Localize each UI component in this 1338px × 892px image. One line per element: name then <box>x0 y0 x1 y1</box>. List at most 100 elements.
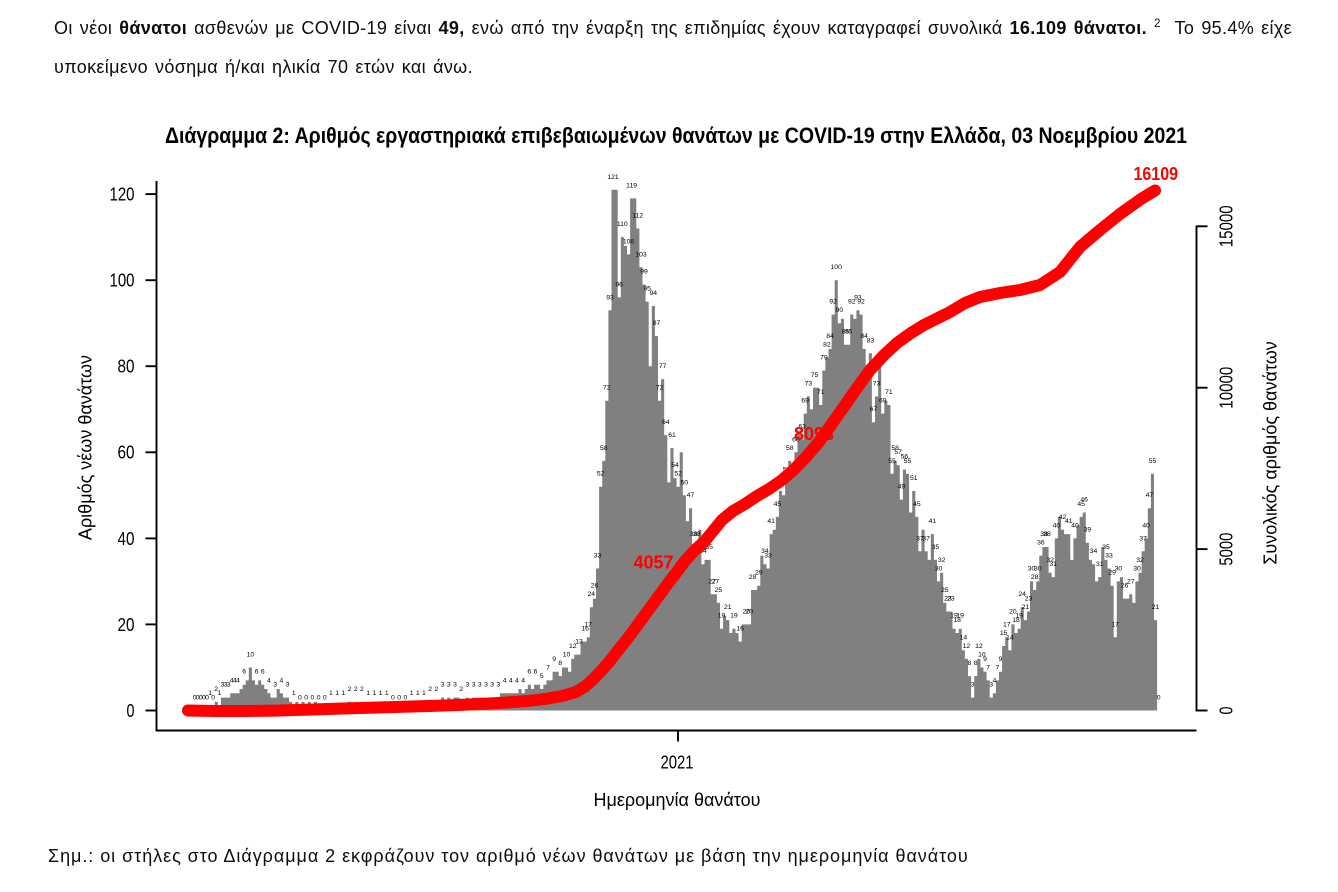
svg-text:23: 23 <box>944 596 952 603</box>
svg-text:46: 46 <box>1080 497 1088 504</box>
svg-text:112: 112 <box>632 213 643 220</box>
svg-text:100: 100 <box>110 271 135 291</box>
svg-text:33: 33 <box>1105 553 1113 560</box>
svg-text:61: 61 <box>668 432 676 439</box>
svg-text:38: 38 <box>693 531 701 538</box>
svg-text:73: 73 <box>873 380 881 387</box>
svg-text:63: 63 <box>798 423 806 430</box>
svg-text:35: 35 <box>1102 544 1110 551</box>
svg-text:4: 4 <box>509 677 513 684</box>
svg-text:34: 34 <box>1090 548 1098 555</box>
svg-text:30: 30 <box>1028 565 1036 572</box>
svg-text:100: 100 <box>831 264 843 271</box>
svg-text:99: 99 <box>640 269 648 276</box>
svg-text:27: 27 <box>1127 578 1135 585</box>
svg-text:5: 5 <box>540 673 544 680</box>
svg-text:7: 7 <box>546 664 550 671</box>
svg-text:47: 47 <box>687 492 695 499</box>
svg-text:30: 30 <box>1115 565 1123 572</box>
svg-text:4057: 4057 <box>634 553 674 573</box>
svg-text:14: 14 <box>960 634 968 641</box>
svg-text:1: 1 <box>292 690 296 697</box>
svg-text:9: 9 <box>999 656 1003 663</box>
svg-text:0: 0 <box>205 695 209 702</box>
svg-text:25: 25 <box>715 587 723 594</box>
svg-text:20: 20 <box>118 615 135 635</box>
svg-text:119: 119 <box>626 182 637 189</box>
svg-text:3: 3 <box>273 682 277 689</box>
svg-text:3: 3 <box>478 682 482 689</box>
svg-text:1: 1 <box>329 690 333 697</box>
svg-text:77: 77 <box>659 363 667 370</box>
svg-text:2021: 2021 <box>661 753 694 773</box>
svg-text:51: 51 <box>910 475 918 482</box>
svg-text:17: 17 <box>584 621 592 628</box>
svg-text:56: 56 <box>901 454 909 461</box>
svg-text:40: 40 <box>1071 522 1079 529</box>
svg-text:32: 32 <box>938 557 946 564</box>
svg-text:1: 1 <box>410 690 414 697</box>
svg-text:29: 29 <box>755 570 763 577</box>
svg-text:12: 12 <box>963 643 971 650</box>
svg-text:55: 55 <box>888 458 896 465</box>
svg-text:0: 0 <box>196 695 200 702</box>
svg-text:4: 4 <box>503 677 507 684</box>
svg-text:94: 94 <box>650 290 658 297</box>
svg-text:3: 3 <box>441 682 445 689</box>
svg-text:1: 1 <box>218 690 222 697</box>
svg-text:2: 2 <box>435 686 439 693</box>
svg-text:28: 28 <box>1031 574 1039 581</box>
svg-text:1: 1 <box>422 690 426 697</box>
svg-text:10: 10 <box>247 652 255 659</box>
svg-text:106: 106 <box>623 238 635 245</box>
svg-text:21: 21 <box>724 604 732 611</box>
svg-text:3: 3 <box>497 682 501 689</box>
svg-text:75: 75 <box>811 372 819 379</box>
svg-text:38: 38 <box>690 531 698 538</box>
svg-text:17: 17 <box>1003 621 1011 628</box>
svg-text:4: 4 <box>280 677 284 684</box>
svg-text:19: 19 <box>956 613 964 620</box>
svg-text:18: 18 <box>953 617 961 624</box>
svg-text:80: 80 <box>118 357 135 377</box>
svg-text:92: 92 <box>857 299 865 306</box>
svg-text:32: 32 <box>1136 557 1144 564</box>
svg-text:38: 38 <box>1043 531 1051 538</box>
svg-text:10: 10 <box>563 652 571 659</box>
svg-text:12: 12 <box>569 643 577 650</box>
svg-text:84: 84 <box>860 333 868 340</box>
svg-text:2: 2 <box>360 686 364 693</box>
svg-text:45: 45 <box>913 501 921 508</box>
svg-text:29: 29 <box>1108 570 1116 577</box>
svg-text:0: 0 <box>127 701 135 721</box>
svg-text:4: 4 <box>993 677 997 684</box>
svg-text:41: 41 <box>929 518 937 525</box>
svg-text:85: 85 <box>845 329 853 336</box>
svg-text:73: 73 <box>805 380 813 387</box>
svg-text:9: 9 <box>983 656 987 663</box>
svg-text:37: 37 <box>922 535 930 542</box>
svg-text:0: 0 <box>298 695 302 702</box>
svg-text:4: 4 <box>236 677 240 684</box>
svg-text:27: 27 <box>712 578 720 585</box>
svg-text:1: 1 <box>379 690 383 697</box>
svg-text:4: 4 <box>230 677 234 684</box>
svg-text:3: 3 <box>472 682 476 689</box>
svg-text:3: 3 <box>989 682 993 689</box>
svg-text:21: 21 <box>1152 604 1160 611</box>
svg-text:40: 40 <box>1142 522 1150 529</box>
svg-text:1: 1 <box>342 690 346 697</box>
svg-text:64: 64 <box>662 419 670 426</box>
svg-text:2: 2 <box>459 686 463 693</box>
svg-text:110: 110 <box>617 221 628 228</box>
svg-text:3: 3 <box>227 682 231 689</box>
svg-text:84: 84 <box>826 333 834 340</box>
svg-text:0: 0 <box>404 695 408 702</box>
svg-text:0: 0 <box>193 695 197 702</box>
svg-text:37: 37 <box>1139 535 1147 542</box>
svg-text:1: 1 <box>416 690 420 697</box>
svg-text:0: 0 <box>1216 707 1236 715</box>
svg-text:41: 41 <box>1065 518 1073 525</box>
svg-text:40: 40 <box>118 529 135 549</box>
svg-text:42: 42 <box>1059 514 1067 521</box>
